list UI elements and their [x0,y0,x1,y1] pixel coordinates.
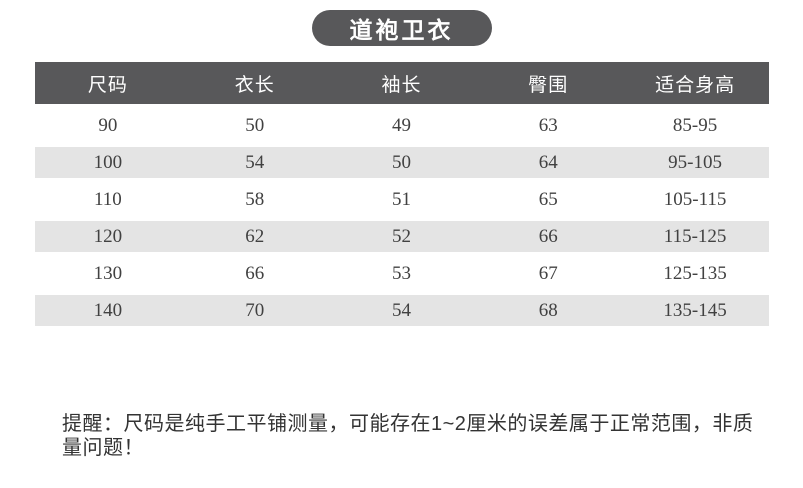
size-cell: 125-135 [663,262,727,284]
size-row: 140 70 54 68 135-145 [34,295,769,326]
size-cell: 63 [538,114,558,136]
size-cell: 100 [93,151,123,173]
size-cell: 66 [245,262,265,284]
measurement-note: 提醒：尺码是纯手工平铺测量，可能存在1~2厘米的误差属于正常范围，非质量问题！ [62,413,754,459]
column-header: 臀围 [474,62,622,104]
size-cell: 50 [391,151,411,173]
table-header-row: 尺码 衣长 袖长 臀围 适合身高 [34,62,769,104]
size-cell: 67 [538,262,558,284]
size-cell: 58 [245,188,265,210]
size-cell: 85-95 [672,114,718,136]
size-cell: 135-145 [663,299,727,321]
size-cell: 65 [538,188,558,210]
size-cell: 110 [94,188,122,210]
size-cell: 120 [93,225,123,247]
size-chart-table-body: 90 50 49 63 85-95 100 54 50 64 95-105 110 58 51 65 105… [34,104,769,326]
size-cell: 140 [93,299,123,321]
size-cell: 53 [391,262,411,284]
size-cell: 70 [245,299,265,321]
size-cell: 95-105 [668,151,722,173]
product-title: 道袍卫衣 [349,17,454,43]
size-row: 90 50 49 63 85-95 [34,104,769,147]
size-chart-page: 道袍卫衣 尺码 衣长 袖长 臀围 适合身高 90 50 49 63 85-95 100 54 50 64… [0,10,803,488]
size-cell: 54 [391,299,411,321]
size-row: 120 62 52 66 115-125 [34,221,769,252]
size-cell: 115-125 [663,225,727,247]
size-cell: 62 [245,225,265,247]
size-chart-table: 尺码 衣长 袖长 臀围 适合身高 90 50 49 63 85-95 100 54 50 64 95-10… [34,62,769,326]
size-row: 130 66 53 67 125-135 [34,252,769,295]
size-cell: 66 [538,225,558,247]
column-header: 适合身高 [621,62,769,104]
size-cell: 105-115 [663,188,727,210]
size-cell: 54 [245,151,265,173]
size-cell: 52 [391,225,411,247]
size-cell: 64 [538,151,558,173]
size-cell: 130 [93,262,123,284]
size-cell: 51 [391,188,411,210]
size-cell: 90 [98,114,118,136]
size-cell: 49 [391,114,411,136]
column-header: 袖长 [328,62,475,104]
size-cell: 50 [245,114,265,136]
size-chart-table-head: 尺码 衣长 袖长 臀围 适合身高 [34,62,769,104]
column-header: 尺码 [34,62,182,104]
product-title-badge: 道袍卫衣 [311,10,492,46]
size-row: 110 58 51 65 105-115 [34,178,769,221]
size-row: 100 54 50 64 95-105 [34,147,769,178]
size-cell: 68 [538,299,558,321]
column-header: 衣长 [181,62,329,104]
